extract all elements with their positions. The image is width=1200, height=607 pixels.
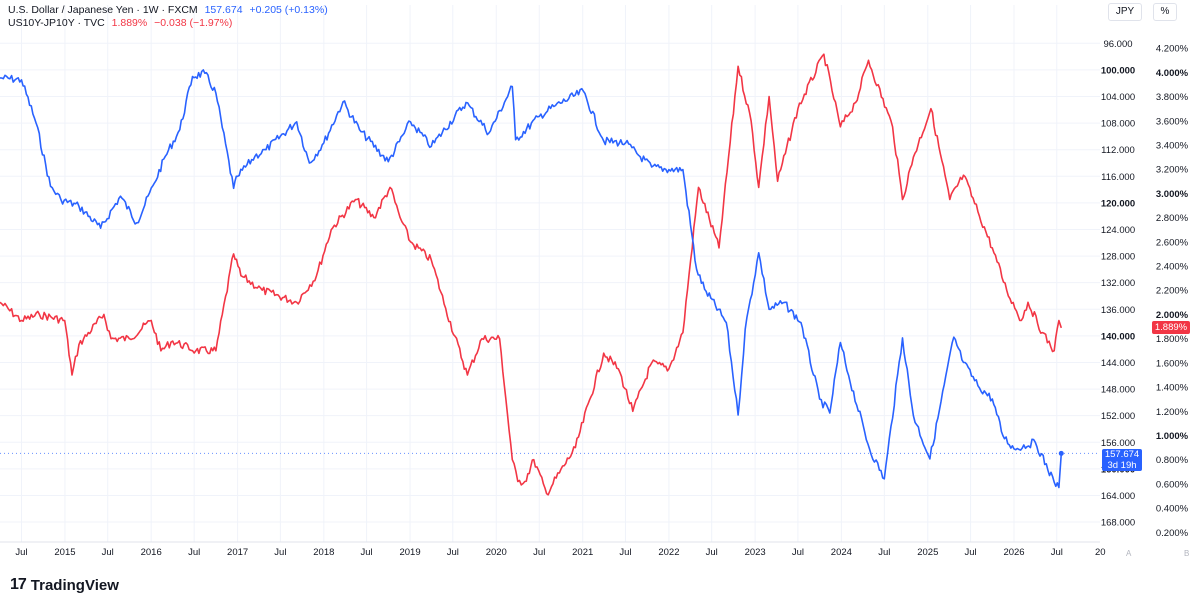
x-tick-label: 2018 <box>313 547 334 558</box>
price-tag-spread: 1.889% <box>1152 321 1190 334</box>
x-tick-label: 2023 <box>745 547 766 558</box>
left-tick-label: 136.000 <box>1101 305 1135 316</box>
right-tick-label: 0.200% <box>1156 528 1189 539</box>
scale-button-percent[interactable]: % <box>1153 3 1177 21</box>
price-tag-usdjpy-value: 157.674 <box>1104 449 1140 460</box>
x-tick-label: Jul <box>533 547 545 558</box>
price-tag-usdjpy: 157.674 3d 19h <box>1102 449 1142 471</box>
left-tick-label: 152.000 <box>1101 411 1135 422</box>
right-tick-label: 3.600% <box>1156 116 1189 127</box>
tradingview-logo-icon: 17 <box>10 576 27 593</box>
x-tick-label: 2022 <box>658 547 679 558</box>
left-tick-label: 112.000 <box>1101 145 1135 156</box>
series-line-spread <box>0 53 1063 496</box>
legend-spread-name: US10Y-JP10Y · TVC <box>8 17 105 29</box>
x-tick-label: Jul <box>361 547 373 558</box>
x-tick-label: 2016 <box>141 547 162 558</box>
tradingview-logo-text: TradingView <box>30 576 119 594</box>
tradingview-logo[interactable]: 17 TradingView <box>10 575 119 595</box>
x-tick-label: Jul <box>447 547 459 558</box>
right-tick-label: 2.600% <box>1156 237 1189 248</box>
legend-usdjpy-last: 157.674 <box>204 4 243 16</box>
right-tick-label: 3.000% <box>1156 189 1189 200</box>
right-tick-label: 4.000% <box>1156 68 1189 79</box>
right-tick-label: 0.800% <box>1156 455 1189 466</box>
left-tick-label: 124.000 <box>1101 225 1135 236</box>
right-tick-label: 0.600% <box>1156 479 1189 490</box>
right-tick-label: 3.400% <box>1156 140 1189 151</box>
left-tick-label: 108.000 <box>1101 119 1135 130</box>
right-tick-label: 1.600% <box>1156 358 1189 369</box>
series-line-usdjpy <box>0 69 1063 489</box>
x-tick-label: 2026 <box>1003 547 1024 558</box>
time-axis-end-label-a: A <box>1126 549 1132 558</box>
left-tick-label: 144.000 <box>1101 358 1135 369</box>
time-axis: Jul 2015 Jul 2016 Jul 2017 Jul 2018 Jul 2019 Jul 20… <box>15 547 1105 558</box>
left-tick-label: 140.000 <box>1101 331 1135 342</box>
x-tick-label: Jul <box>102 547 114 558</box>
last-point-usdjpy <box>1058 450 1064 456</box>
price-axis-jpy: 96.000 100.000 104.000 108.000 112.000 116.00… <box>1101 39 1135 529</box>
right-tick-label: 3.800% <box>1156 92 1189 103</box>
legend-spread[interactable]: US10Y-JP10Y · TVC 1.889% −0.038 (−1.97%) <box>8 17 236 29</box>
legend-usdjpy[interactable]: U.S. Dollar / Japanese Yen · 1W · FXCM 1… <box>8 4 332 16</box>
right-tick-label: 3.200% <box>1156 165 1189 176</box>
x-tick-label: Jul <box>274 547 286 558</box>
x-tick-label: 2015 <box>54 547 75 558</box>
x-tick-label: Jul <box>792 547 804 558</box>
price-tag-usdjpy-countdown: 3d 19h <box>1107 460 1137 471</box>
right-tick-label: 2.200% <box>1156 286 1189 297</box>
left-tick-label: 168.000 <box>1101 518 1135 529</box>
x-tick-label: Jul <box>1051 547 1063 558</box>
right-tick-label: 2.000% <box>1156 310 1189 321</box>
right-tick-label: 2.400% <box>1156 262 1189 273</box>
x-tick-label: Jul <box>15 547 27 558</box>
x-tick-label: Jul <box>619 547 631 558</box>
right-tick-label: 2.800% <box>1156 213 1189 224</box>
x-tick-label: Jul <box>878 547 890 558</box>
left-tick-label: 148.000 <box>1101 385 1135 396</box>
left-tick-label: 116.000 <box>1101 172 1135 183</box>
x-tick-label: 2017 <box>227 547 248 558</box>
x-tick-label: Jul <box>188 547 200 558</box>
left-tick-label: 96.000 <box>1103 39 1132 50</box>
left-tick-label: 164.000 <box>1101 491 1135 502</box>
legend-spread-change: −0.038 (−1.97%) <box>154 17 233 29</box>
x-tick-label: 2021 <box>572 547 593 558</box>
x-tick-label: 2019 <box>399 547 420 558</box>
left-tick-label: 132.000 <box>1101 278 1135 289</box>
right-tick-label: 4.200% <box>1156 44 1189 55</box>
left-tick-label: 120.000 <box>1101 198 1135 209</box>
x-tick-label: Jul <box>706 547 718 558</box>
x-tick-label: 2025 <box>917 547 938 558</box>
right-tick-label: 1.400% <box>1156 383 1189 394</box>
x-tick-label: 20 <box>1095 547 1106 558</box>
left-tick-label: 104.000 <box>1101 92 1135 103</box>
legend-usdjpy-name: U.S. Dollar / Japanese Yen · 1W · FXCM <box>8 4 198 16</box>
right-tick-label: 0.400% <box>1156 504 1189 515</box>
legend-spread-last: 1.889% <box>111 17 148 29</box>
legend-usdjpy-change: +0.205 (+0.13%) <box>249 4 328 16</box>
time-axis-end-label-b: B <box>1184 549 1190 558</box>
x-tick-label: Jul <box>964 547 976 558</box>
price-axis-percent: 0.200% 0.400% 0.600% 0.800% 1.000% 1.200% 1.40… <box>1156 44 1189 539</box>
left-tick-label: 100.000 <box>1101 65 1135 76</box>
x-tick-label: 2020 <box>486 547 507 558</box>
grid-layer <box>0 5 1100 542</box>
left-tick-label: 128.000 <box>1101 252 1135 263</box>
right-tick-label: 1.200% <box>1156 407 1189 418</box>
left-tick-label: 156.000 <box>1101 438 1135 449</box>
right-tick-label: 1.000% <box>1156 431 1189 442</box>
scale-button-jpy[interactable]: JPY <box>1108 3 1142 21</box>
x-tick-label: 2024 <box>831 547 852 558</box>
right-tick-label: 1.800% <box>1156 334 1189 345</box>
